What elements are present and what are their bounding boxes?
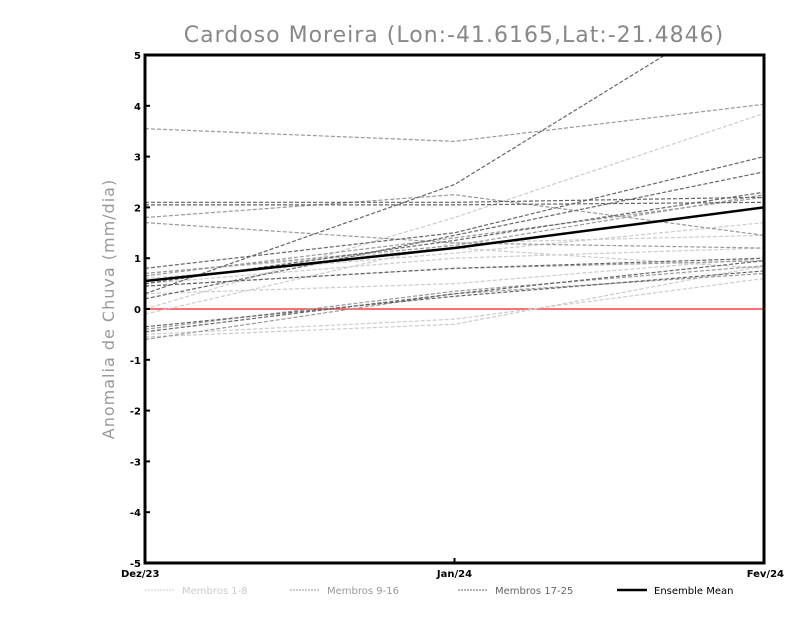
x-tick-label: Dez/23 bbox=[121, 569, 160, 580]
member-line-2-7 bbox=[145, 194, 764, 275]
member-line-2-8 bbox=[145, 272, 764, 341]
member-line-1-7 bbox=[145, 257, 764, 295]
y-tick-label: 4 bbox=[134, 102, 141, 113]
chart-title: Cardoso Moreira (Lon:-41.6165,Lat:-21.48… bbox=[184, 23, 724, 48]
ensemble-mean-line bbox=[145, 206, 764, 283]
member-line-2-5 bbox=[145, 265, 764, 330]
member-line-3-4 bbox=[145, 156, 764, 269]
y-tick-label: 0 bbox=[134, 305, 141, 316]
member-line-3-8 bbox=[145, 270, 764, 328]
member-line-3-5 bbox=[145, 171, 764, 300]
y-tick-label: -3 bbox=[130, 457, 141, 468]
y-tick-label: -1 bbox=[130, 356, 141, 367]
member-line-1-2 bbox=[145, 247, 764, 285]
member-line-3-7 bbox=[145, 260, 764, 333]
y-tick-label: 2 bbox=[134, 203, 141, 214]
y-tick-label: -2 bbox=[130, 407, 141, 418]
member-line-2-4 bbox=[145, 196, 764, 277]
legend-label: Ensemble Mean bbox=[654, 586, 733, 597]
member-line-2-1 bbox=[145, 103, 764, 142]
member-line-1-1 bbox=[145, 112, 764, 310]
y-tick-label: -5 bbox=[130, 559, 141, 570]
member-line-2-2 bbox=[145, 222, 764, 249]
legend-label: Membros 9-16 bbox=[327, 586, 399, 597]
member-line-3-3 bbox=[145, 196, 764, 203]
member-line-3-2 bbox=[145, 201, 764, 206]
legend-label: Membros 1-8 bbox=[182, 586, 248, 597]
y-tick-label: 5 bbox=[134, 51, 141, 62]
member-line-1-6 bbox=[145, 265, 764, 338]
legend-label: Membros 17-25 bbox=[495, 586, 573, 597]
x-tick-label: Fev/24 bbox=[747, 569, 784, 580]
y-tick-label: 1 bbox=[134, 254, 141, 265]
y-tick-label: 3 bbox=[134, 153, 141, 164]
member-line-3-1 bbox=[145, 55, 667, 295]
x-tick-label: Jan/24 bbox=[436, 569, 472, 580]
y-axis-label: Anomalia de Chuva (mm/dia) bbox=[99, 179, 118, 439]
y-tick-label: -4 bbox=[130, 508, 141, 519]
member-line-3-9 bbox=[145, 257, 764, 287]
member-line-1-3 bbox=[145, 277, 764, 335]
